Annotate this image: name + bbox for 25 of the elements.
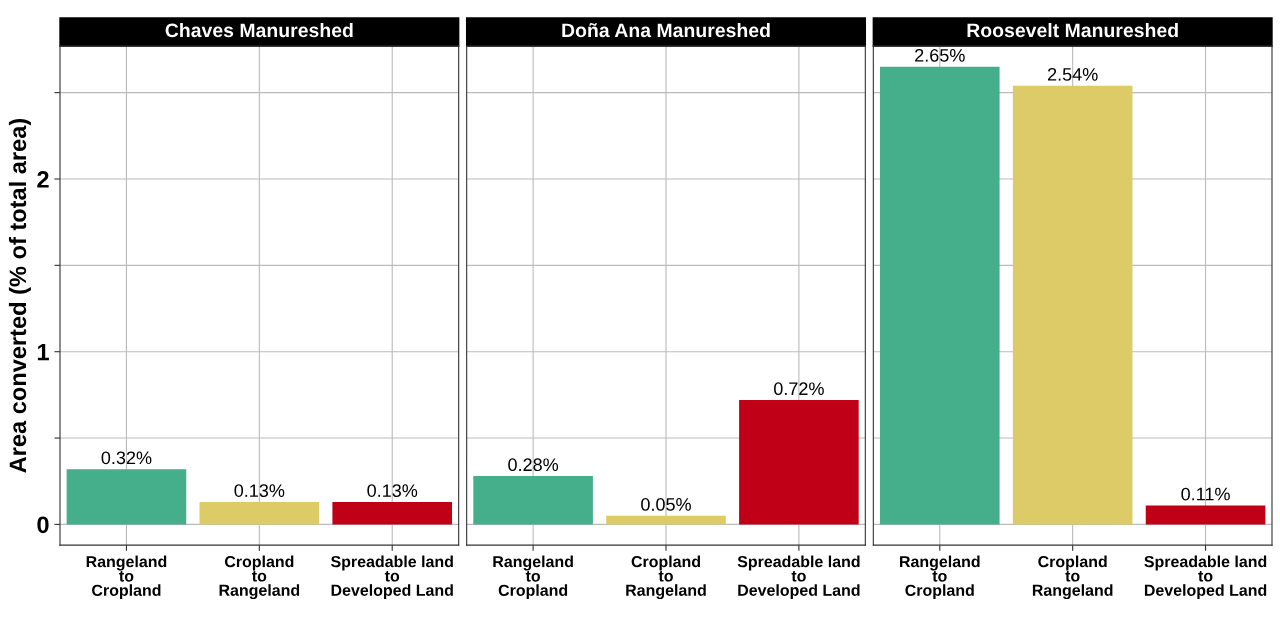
x-tick-label: Cropland to Rangeland xyxy=(626,555,706,600)
x-tick-label: Rangeland to Cropland xyxy=(493,555,573,600)
x-tick-label: Spreadable land to Developed Land xyxy=(331,555,453,600)
chart-title: Doña Ana Manureshed xyxy=(562,22,770,38)
data-label: 0.28% xyxy=(508,458,559,472)
data-label: 0.32% xyxy=(101,451,152,465)
data-label: 0.13% xyxy=(234,484,285,497)
x-tick-label: Cropland to Rangeland xyxy=(219,555,300,600)
data-label: 0.13% xyxy=(367,484,418,497)
y-tick-label: 0 xyxy=(37,516,49,534)
y-tick-label: 2 xyxy=(37,171,49,188)
x-tick-label: Rangeland to Cropland xyxy=(86,555,167,600)
y-tick-label: 1 xyxy=(37,344,49,361)
data-label: 0.72% xyxy=(774,382,824,396)
x-tick-label: Spreadable land to Developed Land xyxy=(737,555,860,600)
data-label: 0.05% xyxy=(641,498,691,511)
x-tick-label: Spreadable land to Developed Land xyxy=(1144,555,1267,600)
chart-title: Chaves Manureshed xyxy=(165,22,353,38)
chart-title: Roosevelt Manureshed xyxy=(967,22,1178,38)
data-label: 2.54% xyxy=(1047,67,1098,81)
data-label: 2.65% xyxy=(915,48,965,62)
x-tick-label: Rangeland to Cropland xyxy=(900,555,980,600)
data-label: 0.11% xyxy=(1181,487,1230,501)
y-axis-title: Area converted (% of total area) xyxy=(8,118,31,473)
x-tick-label: Cropland to Rangeland xyxy=(1032,555,1113,600)
